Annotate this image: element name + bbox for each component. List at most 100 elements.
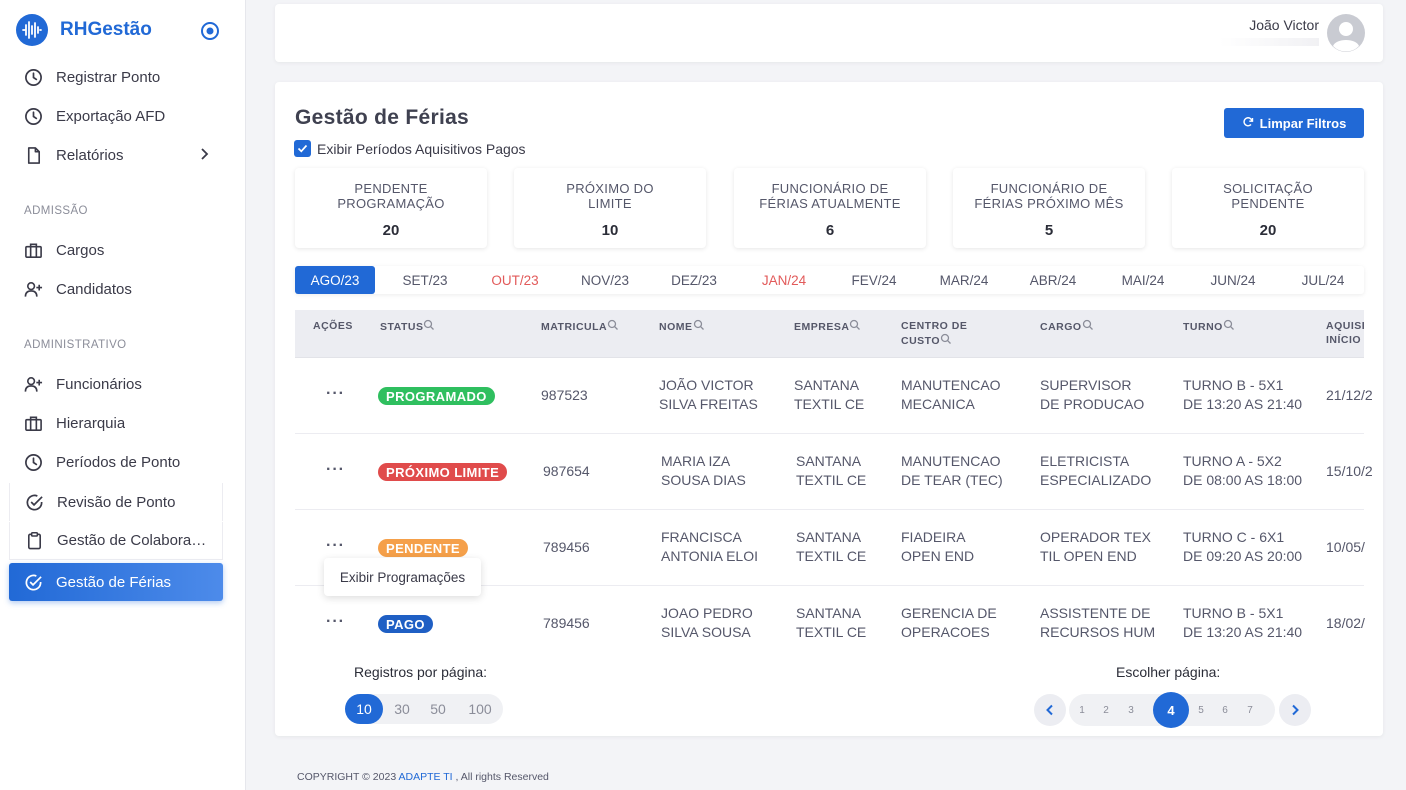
sidebar-item-label: Gestão de Colaboradores: [57, 532, 213, 549]
month-tab[interactable]: FEV/24: [851, 272, 897, 288]
column-header-turno[interactable]: TURNO: [1183, 319, 1235, 335]
cell-line: MANUTENCAO: [901, 453, 1001, 469]
page-number[interactable]: 1: [1079, 704, 1085, 716]
checkbox-checked-icon[interactable]: [294, 140, 311, 157]
stat-card-proximo-do-limite[interactable]: PRÓXIMO DO LIMITE 10: [514, 168, 706, 248]
status-badge: PRÓXIMO LIMITE: [378, 463, 508, 481]
sidebar-item-gestao-de-ferias[interactable]: Gestão de Férias: [9, 563, 223, 601]
cell-line: DE PRODUCAO: [1040, 396, 1145, 412]
stat-card-solicitacao-pendente[interactable]: SOLICITAÇÃO PENDENTE 20: [1172, 168, 1364, 248]
page-number[interactable]: 6: [1222, 704, 1228, 716]
month-tab[interactable]: JUN/24: [1210, 272, 1256, 288]
page-number-current[interactable]: 4: [1153, 692, 1189, 728]
column-title: STATUS: [380, 320, 424, 333]
sidebar-item-funcionarios[interactable]: Funcionários: [9, 365, 223, 403]
search-icon[interactable]: [1223, 319, 1235, 335]
sidebar-item-label: Revisão de Ponto: [57, 493, 176, 511]
search-icon[interactable]: [849, 319, 861, 335]
row-actions-button[interactable]: ···: [326, 613, 345, 630]
sidebar-item-revisao-de-ponto[interactable]: Revisão de Ponto: [9, 483, 223, 521]
sidebar-item-label: Gestão de Férias: [56, 573, 172, 591]
month-tab[interactable]: MAR/24: [939, 272, 989, 288]
table-row: ··· PROGRAMADO 987523 JOÃO VICTOR SILVA F…: [295, 358, 1373, 434]
sidebar-item-cargos[interactable]: Cargos: [9, 231, 223, 269]
page-number[interactable]: 7: [1247, 704, 1253, 716]
sidebar-item-label: Registrar Ponto: [56, 68, 161, 86]
sidebar-item-label: Hierarquia: [56, 414, 126, 432]
column-header-matricula[interactable]: MATRICULA: [541, 319, 619, 335]
column-header-aquisitivo-inicio[interactable]: AQUISI INÍCIO: [1326, 319, 1365, 347]
sidebar-item-label: Exportação AFD: [56, 107, 166, 125]
column-header-nome[interactable]: NOME: [659, 319, 705, 335]
page-title: Gestão de Férias: [295, 106, 470, 129]
sidebar-item-relatorios[interactable]: Relatórios: [9, 136, 223, 174]
per-page-option[interactable]: 100: [468, 701, 492, 717]
page-numbers: 1 2 3 4 5 6 7: [1069, 692, 1275, 728]
table-row: ··· PENDENTE 789456 FRANCISCA ANTONIA ELO…: [295, 510, 1365, 586]
column-header-cargo[interactable]: CARGO: [1040, 319, 1094, 335]
sidebar-item-gestao-de-colaboradores[interactable]: Gestão de Colaboradores: [9, 522, 223, 560]
per-page-option[interactable]: 10: [345, 694, 383, 724]
row-actions-button[interactable]: ···: [326, 385, 345, 402]
page-number[interactable]: 2: [1103, 704, 1109, 716]
stat-title-line2: PENDENTE: [1231, 196, 1305, 211]
month-tab[interactable]: MAI/24: [1121, 272, 1165, 288]
brand[interactable]: RHGestão: [16, 14, 152, 46]
cell-line: MARIA IZA: [661, 453, 731, 469]
per-page-option[interactable]: 50: [430, 701, 446, 717]
month-tab[interactable]: OUT/23: [491, 272, 539, 288]
stat-card-pendente-programacao[interactable]: PENDENTE PROGRAMAÇÃO 20: [295, 168, 487, 248]
table-header: AÇÕES STATUS MATRICULA NOME EMPRESA CENT…: [295, 310, 1365, 358]
search-icon[interactable]: [423, 319, 435, 335]
month-tab[interactable]: NOV/23: [580, 272, 630, 288]
row-actions-button[interactable]: ···: [326, 537, 345, 554]
sidebar-toggle-icon[interactable]: [200, 21, 220, 46]
page-number[interactable]: 3: [1128, 704, 1134, 716]
search-icon[interactable]: [940, 333, 952, 349]
company-link[interactable]: ADAPTE TI: [398, 771, 453, 783]
show-paid-periods-checkbox[interactable]: Exibir Períodos Aquisitivos Pagos: [294, 140, 526, 157]
cell-line: OPERACOES: [901, 624, 990, 640]
search-icon[interactable]: [607, 319, 619, 335]
cell-line: MANUTENCAO: [901, 377, 1001, 393]
cell-line: OPEN END: [901, 548, 975, 564]
month-tab[interactable]: JAN/24: [761, 272, 807, 288]
month-tab[interactable]: JUL/24: [1301, 272, 1345, 288]
cell-empresa: SANTANA TEXTIL CE: [796, 528, 866, 566]
stat-card-ferias-proximo-mes[interactable]: FUNCIONÁRIO DE FÉRIAS PRÓXIMO MÊS 5: [953, 168, 1145, 248]
row-action-menu-item-exibir-programacoes[interactable]: Exibir Programações: [324, 558, 481, 596]
search-icon[interactable]: [1082, 319, 1094, 335]
user-name[interactable]: João Victor: [1249, 17, 1319, 33]
sidebar-item-hierarquia[interactable]: Hierarquia: [9, 404, 223, 442]
sidebar-item-periodos-de-ponto[interactable]: Períodos de Ponto: [9, 443, 223, 481]
month-tab[interactable]: ABR/24: [1029, 272, 1077, 288]
column-header-centro-de-custo[interactable]: CENTRO DE CUSTO: [901, 319, 967, 349]
brand-name: RHGestão: [60, 19, 152, 40]
cell-empresa: SANTANA TEXTIL CE: [794, 376, 864, 414]
column-title: EMPRESA: [794, 320, 850, 333]
avatar[interactable]: [1327, 14, 1365, 52]
user-plus-icon: [23, 279, 43, 299]
clear-filters-button[interactable]: Limpar Filtros: [1224, 108, 1364, 138]
cell-line: TURNO A - 5X2: [1183, 453, 1282, 469]
sidebar-item-candidatos[interactable]: Candidatos: [9, 270, 223, 308]
month-tab[interactable]: SET/23: [402, 272, 448, 288]
row-actions-button[interactable]: ···: [326, 461, 345, 478]
month-tab[interactable]: DEZ/23: [671, 272, 717, 288]
column-header-status[interactable]: STATUS: [380, 319, 435, 335]
cell-centro-custo: GERENCIA DE OPERACOES: [901, 604, 997, 642]
sidebar-item-label: Períodos de Ponto: [56, 453, 181, 471]
cell-empresa: SANTANA TEXTIL CE: [796, 604, 866, 642]
page-number[interactable]: 5: [1198, 704, 1204, 716]
next-page-button[interactable]: [1279, 694, 1311, 726]
prev-page-button[interactable]: [1034, 694, 1066, 726]
cell-inicio: 15/10/2: [1326, 463, 1373, 479]
stat-card-ferias-atualmente[interactable]: FUNCIONÁRIO DE FÉRIAS ATUALMENTE 6: [734, 168, 926, 248]
month-tab[interactable]: AGO/23: [295, 266, 375, 294]
search-icon[interactable]: [693, 319, 705, 335]
sidebar-item-registrar-ponto[interactable]: Registrar Ponto: [9, 58, 223, 96]
sidebar-item-label: Cargos: [56, 241, 105, 259]
sidebar-item-exportacao-afd[interactable]: Exportação AFD: [9, 97, 223, 135]
column-header-empresa[interactable]: EMPRESA: [794, 319, 861, 335]
per-page-option[interactable]: 30: [394, 701, 410, 717]
